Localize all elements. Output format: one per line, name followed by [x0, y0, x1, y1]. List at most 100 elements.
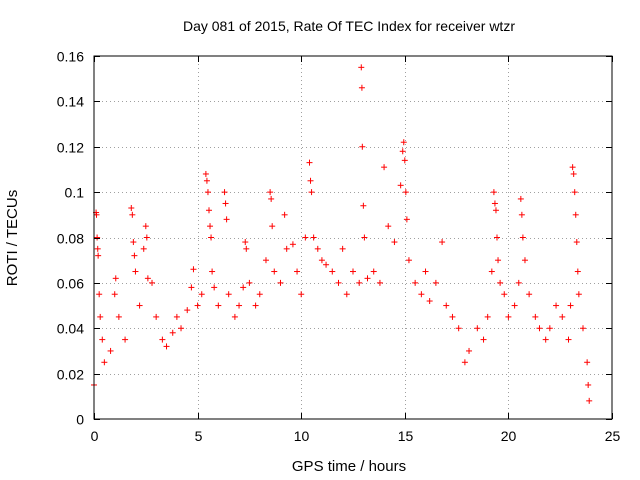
data-point	[267, 189, 274, 196]
data-point	[208, 234, 215, 241]
data-point	[194, 302, 201, 309]
data-point	[130, 239, 137, 246]
data-point	[314, 245, 321, 252]
data-point	[488, 268, 495, 275]
data-point	[308, 189, 315, 196]
data-point	[385, 223, 392, 230]
data-point	[359, 143, 366, 150]
data-point	[567, 302, 574, 309]
data-point	[343, 291, 350, 298]
data-point	[252, 302, 259, 309]
data-point	[289, 241, 296, 248]
data-point	[579, 325, 586, 332]
data-point	[198, 291, 205, 298]
data-point	[129, 211, 136, 218]
data-point	[439, 239, 446, 246]
data-point	[128, 205, 135, 212]
data-point	[553, 302, 560, 309]
data-point	[492, 207, 499, 214]
data-point	[356, 279, 363, 286]
data-point	[497, 279, 504, 286]
data-point	[262, 257, 269, 264]
data-point	[501, 291, 508, 298]
data-point	[153, 313, 160, 320]
data-point	[269, 223, 276, 230]
data-point	[223, 216, 230, 223]
data-point	[559, 313, 566, 320]
data-point	[381, 164, 388, 171]
data-point	[131, 252, 138, 259]
data-point	[405, 257, 412, 264]
data-point	[572, 211, 579, 218]
data-point	[242, 239, 249, 246]
data-marks	[91, 64, 593, 404]
data-point	[573, 239, 580, 246]
data-point	[422, 268, 429, 275]
data-point	[306, 159, 313, 166]
data-point	[209, 268, 216, 275]
data-point	[364, 275, 371, 282]
data-point	[412, 279, 419, 286]
y-tick-label: 0	[76, 412, 84, 428]
data-point	[443, 302, 450, 309]
data-point	[271, 268, 278, 275]
y-tick-label: 0.16	[57, 49, 84, 65]
data-point	[490, 189, 497, 196]
data-point	[570, 170, 577, 177]
data-point	[173, 313, 180, 320]
x-tick-label: 10	[294, 428, 310, 444]
data-point	[122, 336, 129, 343]
data-point	[376, 279, 383, 286]
data-point	[307, 177, 314, 184]
data-point	[149, 279, 156, 286]
y-tick-label: 0.12	[57, 140, 84, 156]
data-point	[97, 313, 104, 320]
data-point	[461, 359, 468, 366]
data-point	[163, 343, 170, 350]
data-point	[519, 234, 526, 241]
data-point	[111, 291, 118, 298]
chart-title: Day 081 of 2015, Rate Of TEC Index for r…	[183, 18, 515, 34]
data-point	[432, 279, 439, 286]
data-point	[132, 268, 139, 275]
data-point	[294, 268, 301, 275]
data-point	[318, 257, 325, 264]
data-point	[495, 257, 502, 264]
data-point	[112, 275, 119, 282]
data-point	[188, 284, 195, 291]
axis-ticks: 0 0.02 0.04 0.06 0.08 0.1 0.12 0.14 0.16 0 5 10 15 20…	[57, 49, 621, 445]
data-point	[484, 313, 491, 320]
data-point	[101, 359, 108, 366]
data-point	[546, 325, 553, 332]
data-point	[455, 325, 462, 332]
data-point	[207, 223, 214, 230]
x-tick-label: 20	[501, 428, 517, 444]
data-point	[358, 84, 365, 91]
data-point	[511, 302, 518, 309]
data-point	[480, 336, 487, 343]
data-point	[494, 234, 501, 241]
data-point	[169, 329, 176, 336]
data-point	[585, 381, 592, 388]
data-point	[281, 211, 288, 218]
data-point	[140, 245, 147, 252]
data-point	[240, 284, 247, 291]
data-point	[403, 216, 410, 223]
data-point	[418, 291, 425, 298]
x-tick-label: 15	[398, 428, 414, 444]
data-point	[136, 302, 143, 309]
y-tick-label: 0.1	[65, 185, 85, 201]
data-point	[184, 307, 191, 314]
y-tick-label: 0.06	[57, 276, 84, 292]
data-point	[526, 291, 533, 298]
data-point	[95, 252, 102, 259]
data-point	[575, 291, 582, 298]
data-point	[277, 279, 284, 286]
data-point	[222, 200, 229, 207]
data-point	[532, 313, 539, 320]
data-point	[190, 266, 197, 273]
data-point	[536, 325, 543, 332]
data-point	[94, 234, 101, 241]
data-point	[283, 245, 290, 252]
